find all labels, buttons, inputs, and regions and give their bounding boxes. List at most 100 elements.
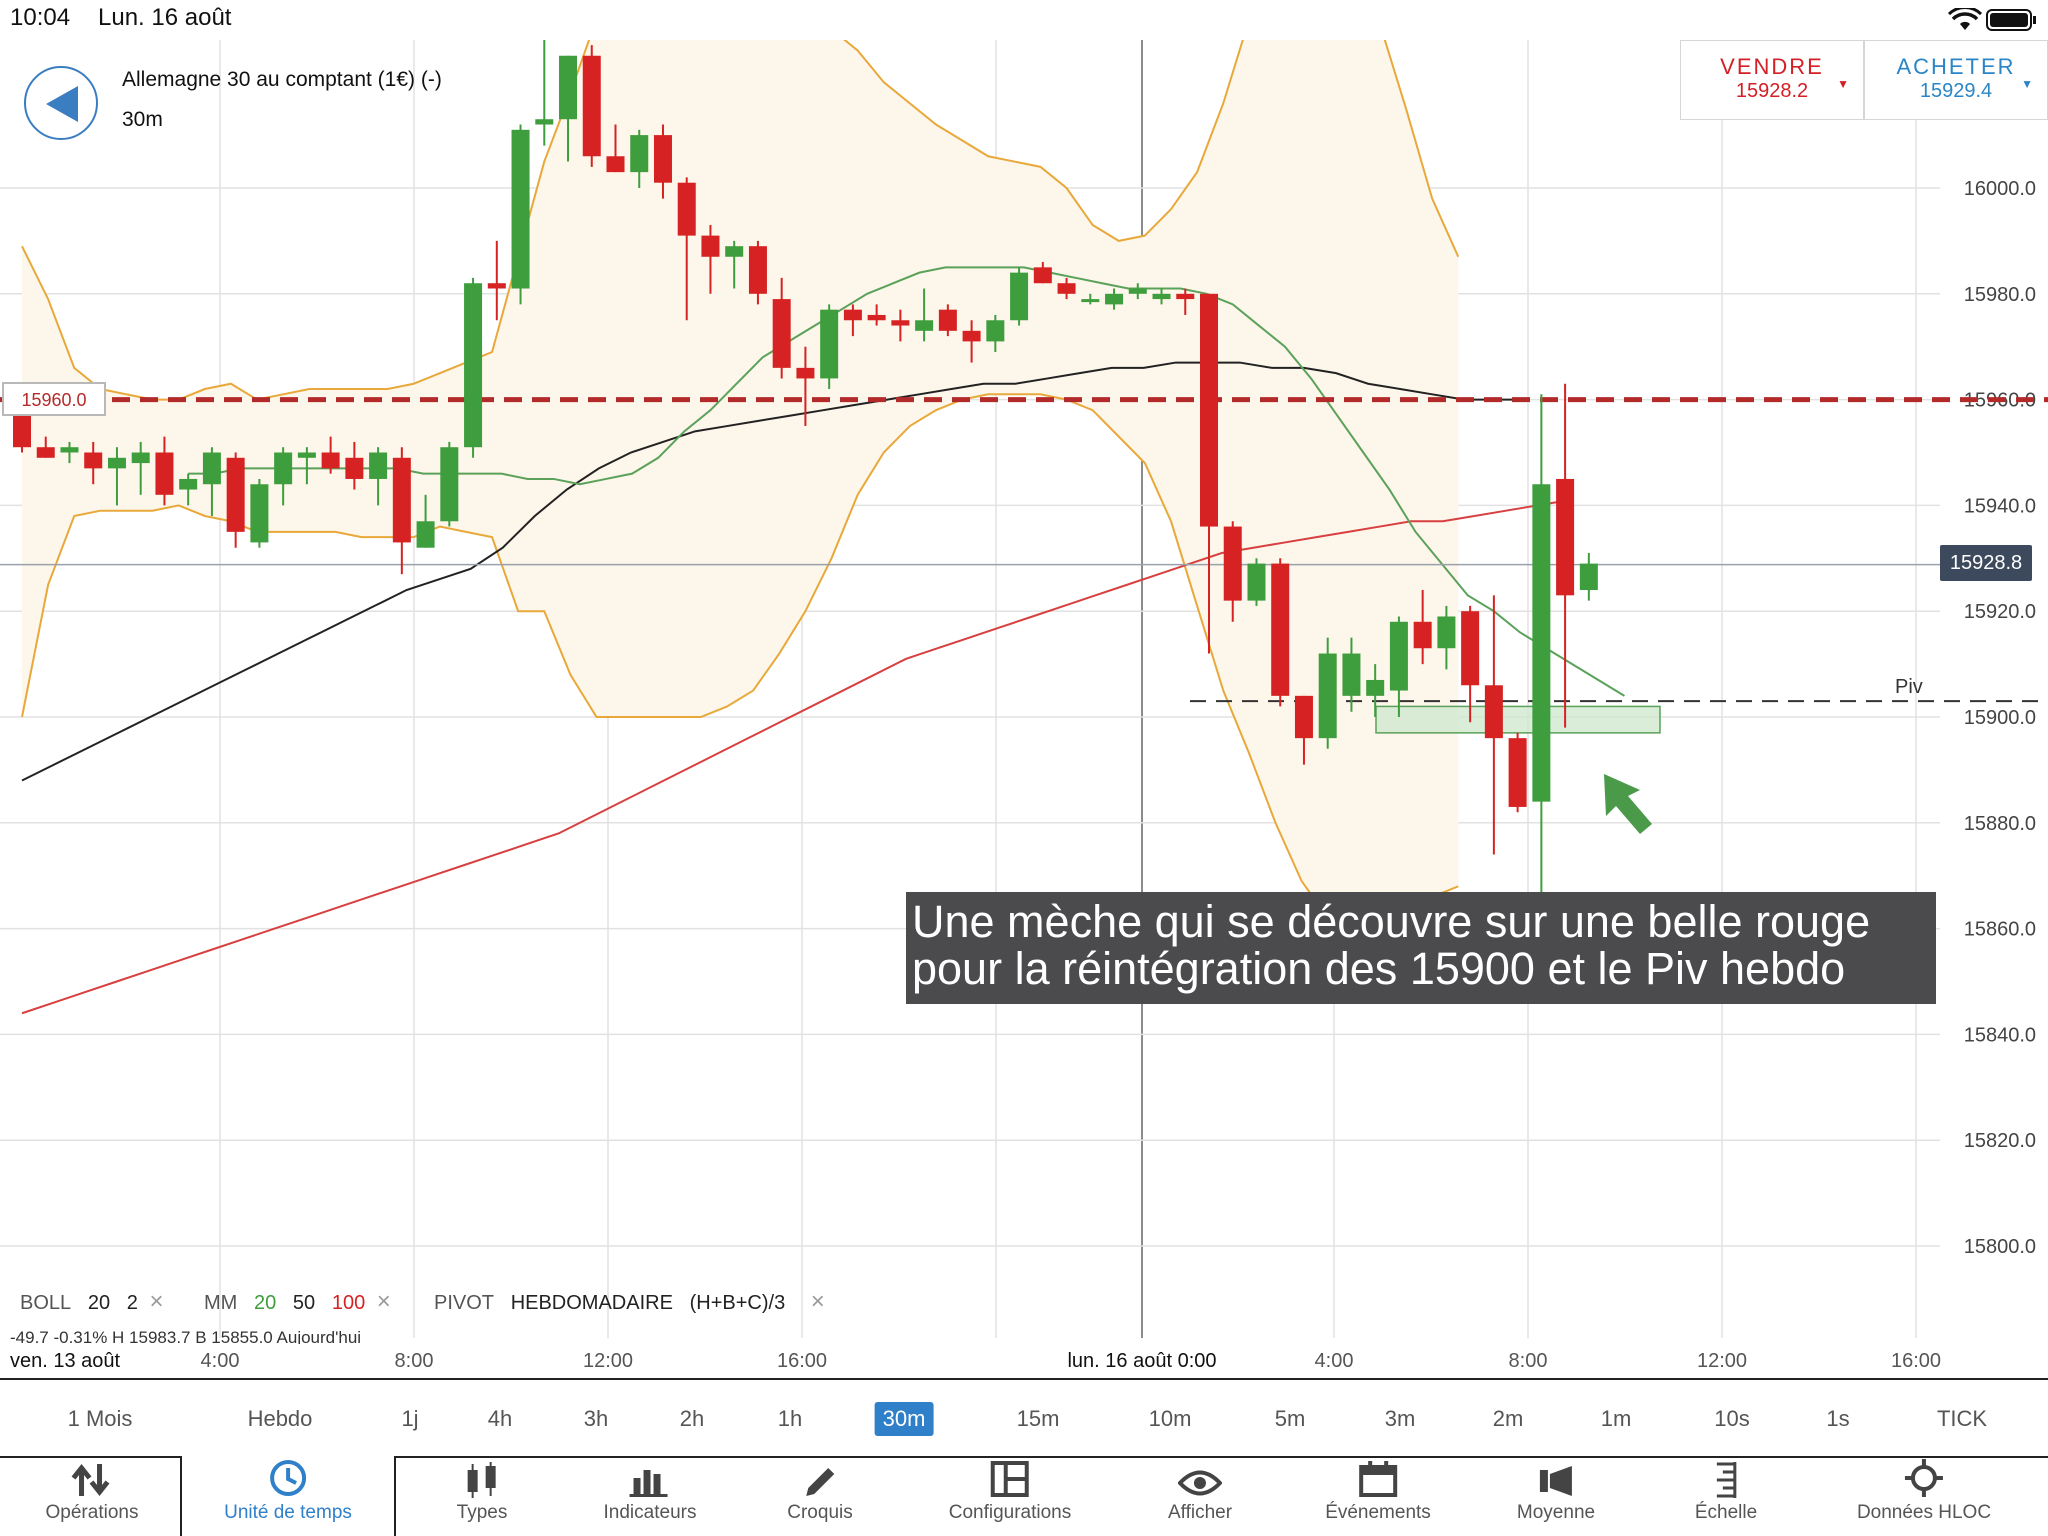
toolbar-operations[interactable]: Opérations — [46, 1456, 138, 1536]
buy-label: ACHETER — [1896, 54, 2016, 79]
timescale-1j[interactable]: 1j — [401, 1406, 419, 1431]
candle-body — [915, 320, 934, 331]
timescale-2m[interactable]: 2m — [1492, 1406, 1524, 1431]
price-tick-label: 15860.0 — [1964, 919, 2036, 941]
candle-body — [1366, 679, 1385, 696]
candle-body — [392, 457, 411, 543]
bar-chart-icon — [604, 1456, 697, 1498]
candle-body — [1105, 293, 1124, 305]
back-button[interactable] — [24, 66, 98, 140]
mm-name: MM — [204, 1292, 238, 1314]
toolbar-eye[interactable]: Afficher — [1168, 1456, 1232, 1536]
toolbar-divider — [180, 1456, 182, 1536]
toolbar-layout[interactable]: Configurations — [948, 1456, 1072, 1536]
candle-body — [582, 55, 601, 157]
bollinger-band-fill — [22, 40, 1459, 929]
toolbar-label: Configurations — [948, 1502, 1072, 1523]
toolbar-label: Unité de temps — [224, 1502, 352, 1523]
support-zone — [1375, 705, 1661, 734]
timescale-tick[interactable]: TICK — [1936, 1406, 1988, 1431]
boll-param-2: 2 — [126, 1292, 138, 1314]
candle-body — [274, 452, 293, 485]
toolbar-scale[interactable]: Échelle — [1695, 1456, 1757, 1536]
candle-body — [202, 452, 221, 485]
x-axis-label: 4:00 — [1314, 1350, 1354, 1372]
layout-icon — [949, 1456, 1072, 1498]
pivot-name: PIVOT — [434, 1292, 495, 1314]
x-axis-label: 12:00 — [582, 1350, 634, 1372]
remove-pivot-icon[interactable]: × — [810, 1288, 825, 1315]
candle-body — [1508, 738, 1527, 807]
toolbar-calendar[interactable]: Événements — [1325, 1456, 1431, 1536]
candle-body — [416, 521, 435, 548]
candle-body — [1579, 563, 1598, 591]
indicator-pivot[interactable]: PIVOT HEBDOMADAIRE (H+B+C)/3 × — [434, 1288, 825, 1316]
price-tick-label: 15840.0 — [1964, 1024, 2036, 1046]
indicator-mm[interactable]: MM 20 50 100 × — [204, 1288, 391, 1316]
candle-body — [630, 135, 649, 173]
caret-down-icon: ▼ — [2021, 77, 2033, 91]
timescale-hebdo[interactable]: Hebdo — [247, 1406, 313, 1431]
toolbar-crosshair[interactable]: Données HLOC — [1857, 1456, 1991, 1536]
timescale-2h[interactable]: 2h — [679, 1406, 705, 1431]
sell-button[interactable]: VENDRE 15928.2 ▼ — [1680, 40, 1864, 120]
toolbar-divider — [394, 1456, 396, 1536]
candle-body — [1152, 293, 1171, 300]
price-tick-label: 15940.0 — [1964, 495, 2036, 517]
ma20-line — [188, 266, 1625, 697]
timescale-1m[interactable]: 1m — [1600, 1406, 1632, 1431]
candle-body — [1484, 685, 1503, 739]
price-chart[interactable]: 16000.0 15980.0 15960.0 15940.0 15920.0 15900… — [0, 40, 2048, 1378]
timescale-10s[interactable]: 10s — [1714, 1406, 1750, 1431]
candle-body — [369, 452, 388, 479]
timescale-1s[interactable]: 1s — [1826, 1406, 1850, 1431]
toolbar-label: Indicateurs — [603, 1502, 697, 1523]
candle-body — [653, 135, 672, 183]
candle-body — [606, 156, 625, 173]
candle-body — [1389, 621, 1408, 691]
toolbar-bar-chart[interactable]: Indicateurs — [603, 1456, 697, 1536]
remove-mm-icon[interactable]: × — [376, 1288, 391, 1315]
timescale-30m[interactable]: 30m — [874, 1402, 934, 1436]
timescale-5m[interactable]: 5m — [1274, 1406, 1306, 1431]
toolbar-megaphone[interactable]: Moyenne — [1517, 1456, 1595, 1536]
timescale-10m[interactable]: 10m — [1148, 1406, 1192, 1431]
toolbar-clock[interactable]: Unité de temps — [224, 1456, 352, 1536]
toolbar-candle-type[interactable]: Types — [457, 1456, 507, 1536]
mm-param-3: 100 — [331, 1292, 366, 1314]
x-axis-label: 16:00 — [776, 1350, 828, 1372]
candle-body — [464, 283, 483, 448]
candle-body — [36, 447, 55, 458]
candle-body — [1081, 299, 1100, 303]
sell-price: 15928.2 — [1735, 80, 1809, 102]
calendar-icon — [1325, 1456, 1431, 1498]
timescale-1-mois[interactable]: 1 Mois — [67, 1406, 133, 1431]
indicator-boll[interactable]: BOLL 20 2 × — [20, 1288, 163, 1316]
timescale-1h[interactable]: 1h — [777, 1406, 803, 1431]
candle-body — [511, 129, 530, 289]
crosshair-icon — [1857, 1456, 1991, 1498]
timescale-4h[interactable]: 4h — [487, 1406, 513, 1431]
candle-body — [1318, 653, 1337, 739]
toolbar-label: Moyenne — [1516, 1502, 1596, 1523]
price-tick-label: 16000.0 — [1964, 178, 2036, 200]
candle-body — [843, 309, 862, 321]
annotation-box[interactable]: Une mèche qui se découvre sur une belle … — [906, 892, 1936, 1004]
eye-icon — [1168, 1456, 1232, 1498]
price-tick-label: 15820.0 — [1964, 1130, 2036, 1152]
ma50-line — [21, 361, 1529, 782]
x-axis-label: 8:00 — [394, 1350, 434, 1372]
timescale-3h[interactable]: 3h — [583, 1406, 609, 1431]
timescale-3m[interactable]: 3m — [1384, 1406, 1416, 1431]
toolbar-pencil[interactable]: Croquis — [787, 1456, 853, 1536]
toolbar-label: Données HLOC — [1856, 1502, 1992, 1523]
status-bar: 10:04 Lun. 16 août — [0, 0, 2048, 40]
buy-button[interactable]: ACHETER 15929.4 ▼ — [1864, 40, 2048, 120]
candle-body — [986, 320, 1005, 342]
annotation-line-2: pour la réintégration des 15900 et le Pi… — [912, 943, 1846, 994]
remove-boll-icon[interactable]: × — [149, 1288, 164, 1315]
candle-body — [962, 330, 981, 342]
timescale-15m[interactable]: 15m — [1016, 1406, 1060, 1431]
candle-body — [1271, 563, 1290, 696]
level-tag[interactable]: 15960.0 — [2, 382, 106, 416]
